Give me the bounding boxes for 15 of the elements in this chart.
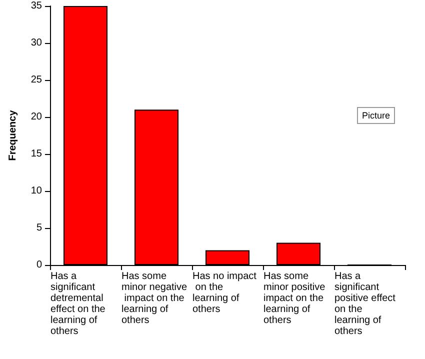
x-tick-label: Has a significant detremental effect on the learning of others — [50, 271, 108, 337]
x-tick-label: Has a significant positive effect on the learning of others — [334, 271, 398, 337]
annotation: Picture — [362, 110, 390, 120]
y-axis-title: Frequency — [8, 110, 18, 161]
y-tick-label: 0 — [36, 260, 42, 270]
x-tick-label: Has some minor negative impact on the learning of others — [122, 271, 188, 326]
x-tick-label: Has some minor positive impact on the learning of others — [264, 271, 328, 326]
x-tick-label: Has no impact on the learning of others — [192, 271, 257, 315]
y-tick-label: 5 — [36, 222, 42, 234]
y-tick-label: 25 — [30, 74, 42, 86]
y-tick-label: 20 — [30, 112, 42, 122]
y-tick-label: 15 — [30, 148, 42, 160]
y-tick-label: 10 — [30, 186, 42, 196]
y-tick-label: 30 — [30, 38, 42, 48]
y-tick-label: 35 — [30, 0, 42, 12]
